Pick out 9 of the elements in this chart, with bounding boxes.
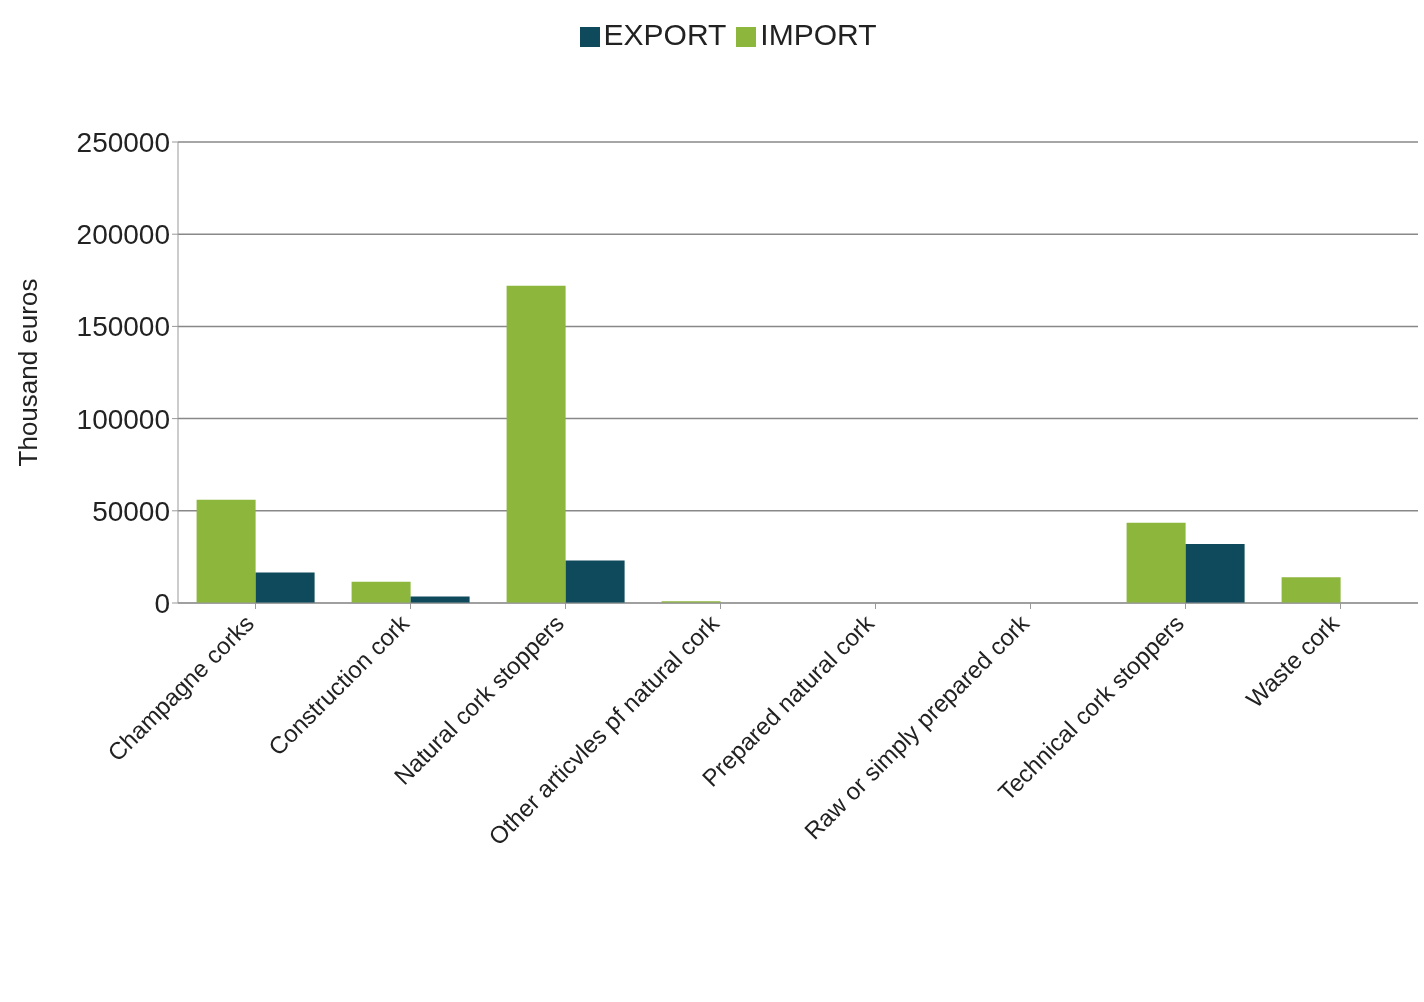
y-tick-label: 150000 — [76, 311, 170, 343]
y-tick-label: 50000 — [92, 495, 170, 527]
y-tick-label: 100000 — [76, 403, 170, 435]
legend-label: IMPORT — [760, 18, 877, 51]
legend-label: EXPORT — [603, 18, 727, 51]
y-axis-title: Thousand euros — [13, 278, 44, 467]
y-tick-label: 250000 — [76, 126, 170, 158]
y-tick-label: 200000 — [76, 219, 170, 251]
y-tick-label: 0 — [154, 587, 170, 619]
